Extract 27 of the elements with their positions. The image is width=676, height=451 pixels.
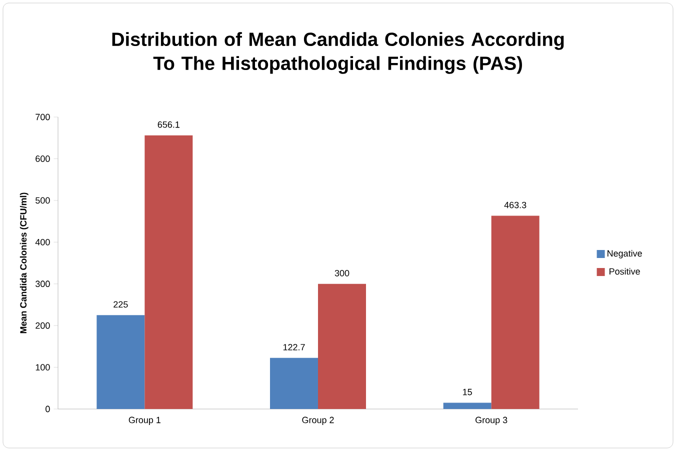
y-axis-title: Mean Candida Colonies (CFU/ml) <box>20 192 28 334</box>
y-tick-label: 500 <box>36 197 50 204</box>
legend-label: Negative <box>608 250 642 258</box>
chart-title: Distribution of Mean Candida Colonies According To The Histopathological Findings (PAS) <box>112 32 564 74</box>
data-label: 656.1 <box>158 121 180 128</box>
y-tick-label: 100 <box>36 364 50 370</box>
y-tick-label: 700 <box>36 114 50 120</box>
bar <box>144 135 193 409</box>
bar <box>443 402 492 409</box>
data-label: 15 <box>463 388 472 396</box>
legend-label: Positive <box>610 268 640 275</box>
data-label: 463.3 <box>504 202 526 208</box>
bar <box>270 358 318 409</box>
x-tick-label: Group 1 <box>128 416 160 425</box>
x-tick-label: Group 3 <box>476 416 508 425</box>
bar <box>491 216 540 409</box>
data-label: 300 <box>334 270 350 276</box>
x-tick-label: Group 2 <box>302 416 334 425</box>
y-tick-label: 0 <box>46 406 50 412</box>
bar <box>96 315 145 409</box>
y-tick-label: 600 <box>36 156 50 162</box>
y-tick-label: 300 <box>36 280 50 288</box>
data-label: 225 <box>114 301 128 308</box>
y-tick-label: 400 <box>35 238 50 246</box>
bar <box>318 284 366 409</box>
y-tick-label: 200 <box>36 322 50 329</box>
data-label: 122.7 <box>283 344 305 350</box>
